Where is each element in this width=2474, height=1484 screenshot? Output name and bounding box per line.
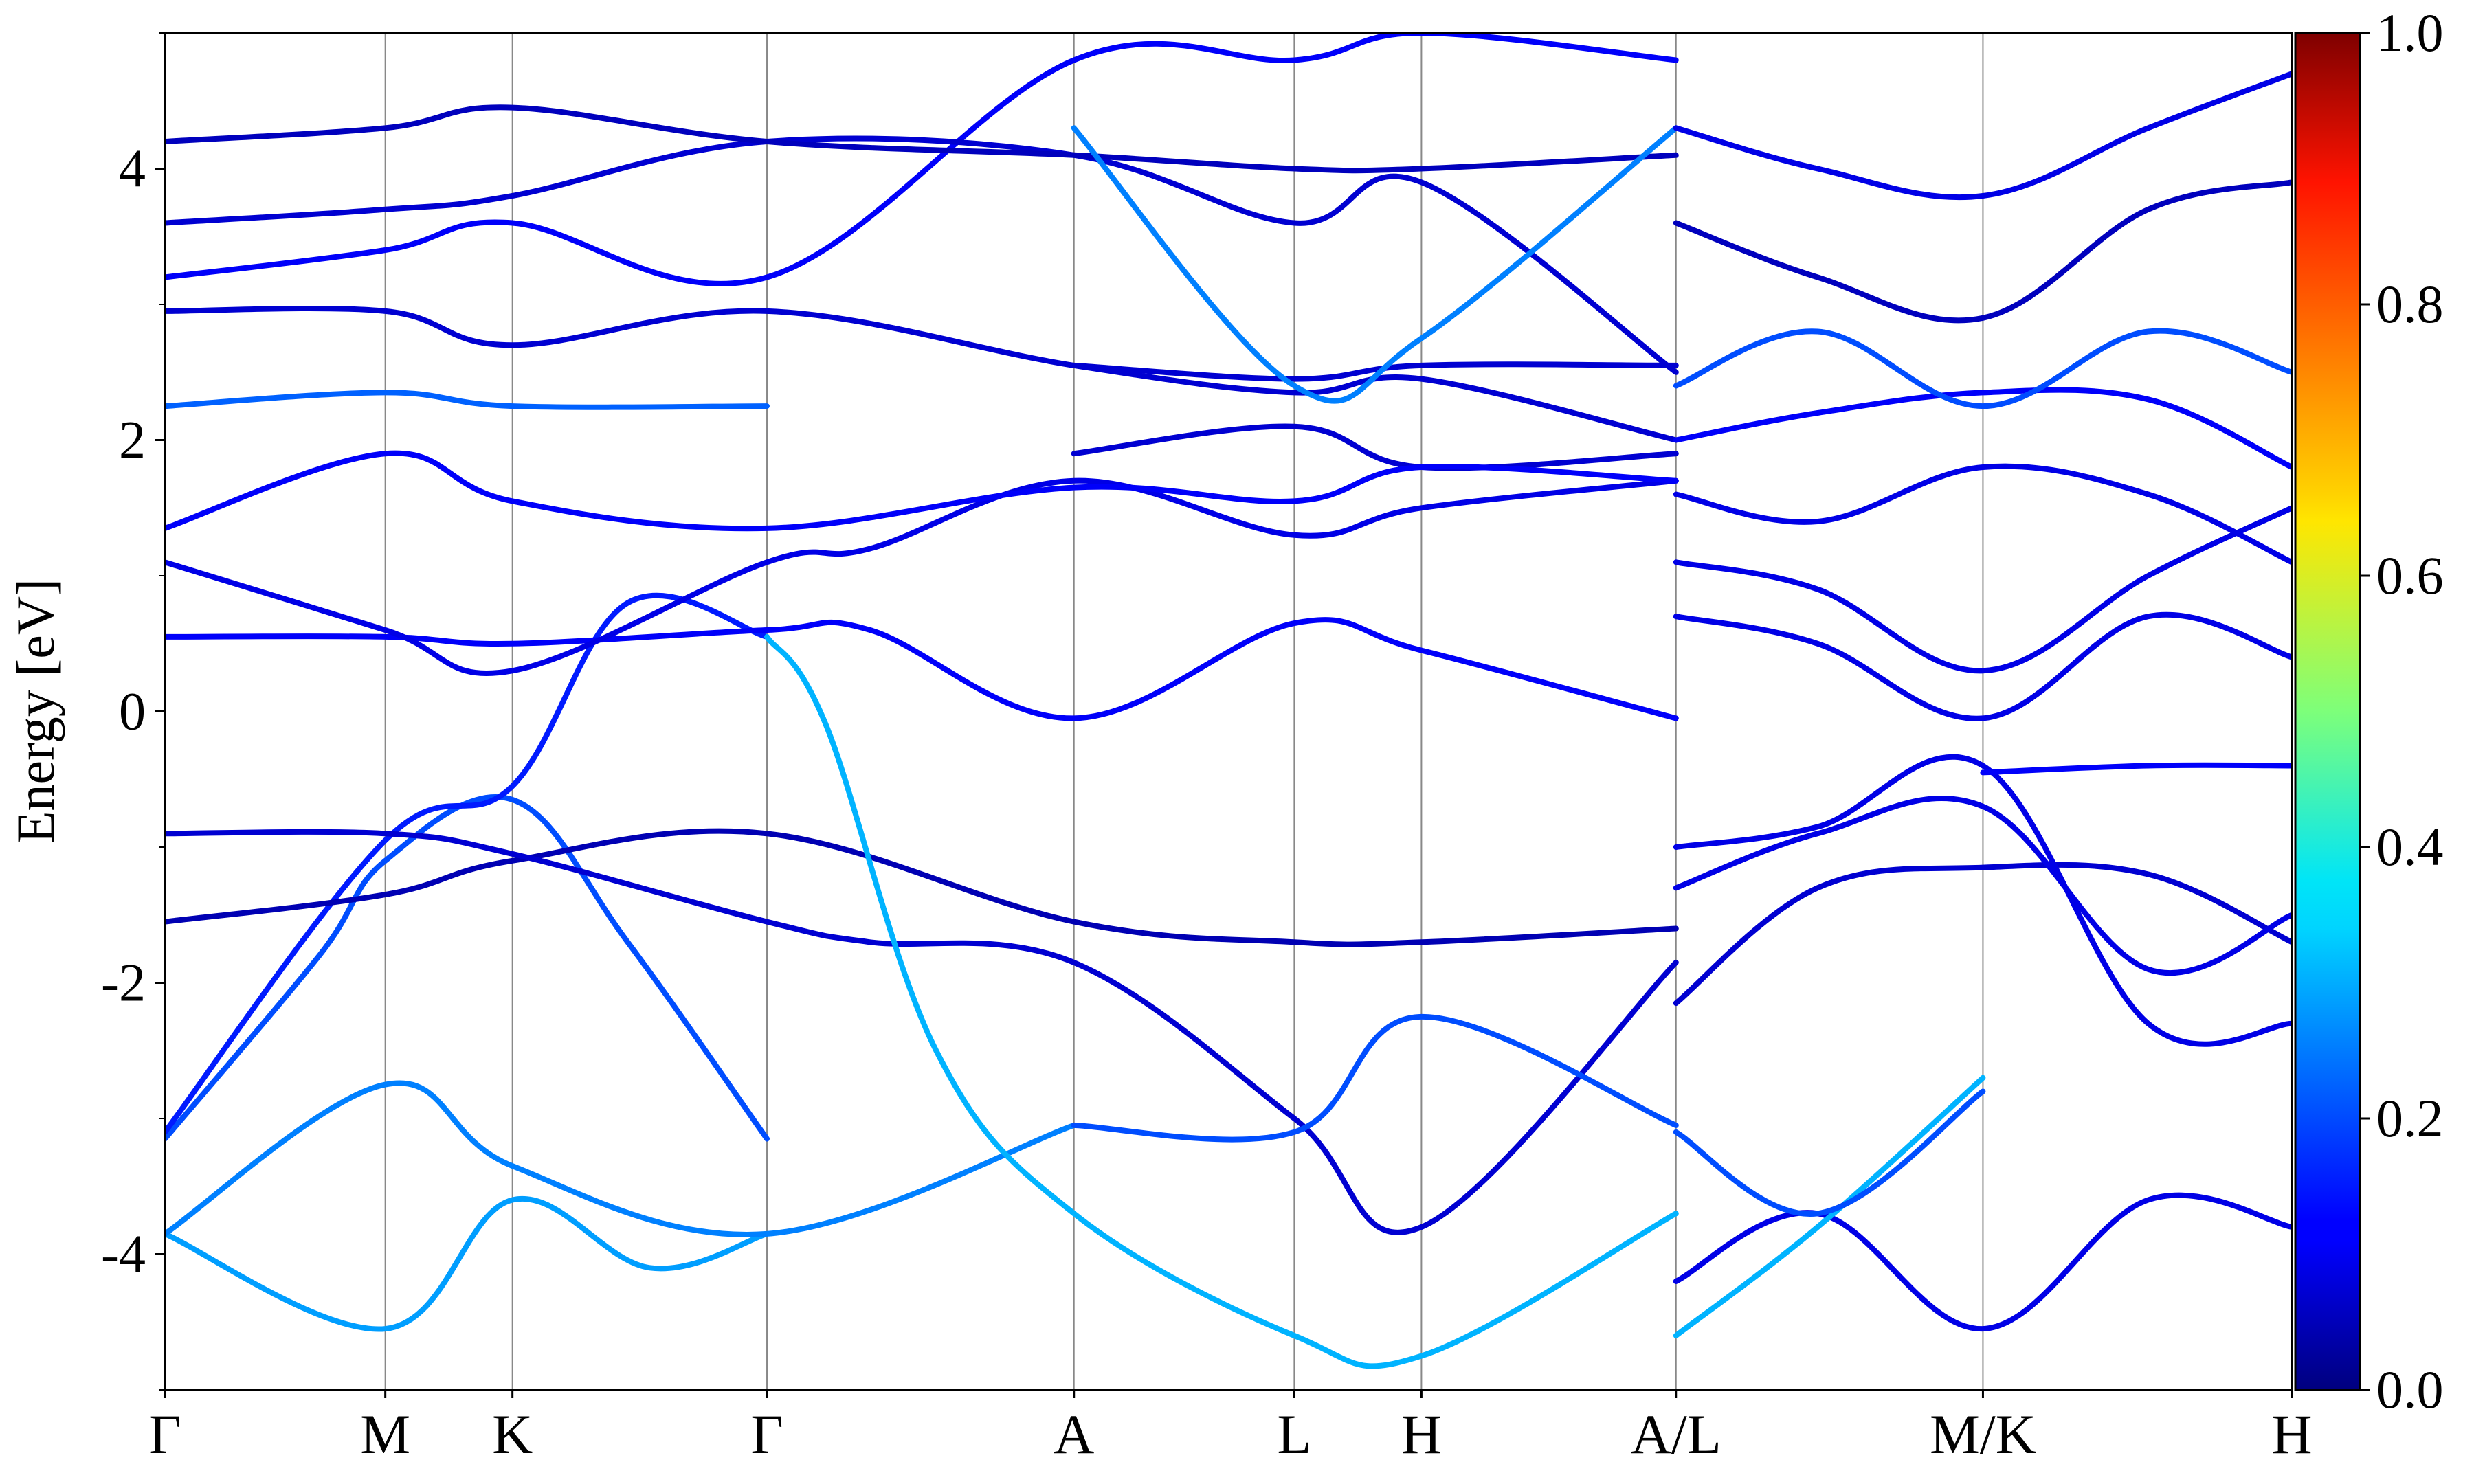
x-axis: Γ M K Γ A L H A/L M/K H: [148, 1390, 2313, 1465]
x-tick-label: H: [2271, 1403, 2312, 1465]
y-axis: -4 -2 0 2 4: [101, 32, 165, 1391]
bands: [165, 33, 2292, 1369]
y-axis-label: Energy [eV]: [5, 578, 65, 844]
band-line-24: [1673, 795, 2292, 976]
x-tick-label: M/K: [1930, 1403, 2036, 1465]
band-line-30: [1673, 387, 2292, 470]
band-line-25: [1673, 754, 2292, 1047]
colorbar-tick-label: 0.8: [2376, 274, 2444, 334]
band-line-27: [1673, 611, 2292, 721]
y-tick-label: -2: [101, 953, 146, 1013]
band-line-5: [165, 828, 1679, 947]
colorbar-tick-label: 0.4: [2376, 817, 2444, 877]
band-line-1: [165, 1195, 770, 1332]
colorbar-tick-label: 0.2: [2376, 1088, 2444, 1148]
x-tick-label: K: [492, 1403, 533, 1465]
band-line-19: [1071, 125, 1679, 404]
band-line-6: [165, 829, 1679, 1235]
band-line-10: [165, 477, 1679, 676]
band-line-33: [1673, 71, 2292, 201]
band-line-18: [165, 104, 1679, 174]
band-line-28: [1673, 505, 2292, 674]
band-line-20: [1673, 1192, 2292, 1332]
x-tick-label: H: [1401, 1403, 1442, 1465]
y-tick-label: 4: [119, 139, 146, 199]
band-line-29: [1673, 463, 2292, 565]
band-line-13: [165, 450, 1679, 532]
band-line-11: [1071, 423, 1679, 471]
colorbar-tick-label: 0.0: [2376, 1360, 2444, 1419]
x-tick-label: A: [1054, 1403, 1094, 1465]
x-tick-label: Γ: [750, 1403, 783, 1465]
band-line-32: [1673, 179, 2292, 324]
colorbar-ticks: 0.0 0.2 0.4 0.6 0.8 1.0: [2360, 3, 2444, 1419]
band-line-15: [165, 305, 1679, 443]
band-line-17: [165, 135, 1679, 375]
band-line-2: [165, 1080, 1077, 1237]
x-tick-label: M: [360, 1403, 410, 1465]
band-line-7: [764, 633, 1679, 1369]
band-line-8: [1071, 1013, 1679, 1143]
y-tick-label: -4: [101, 1224, 146, 1284]
band-line-31: [1673, 328, 2292, 409]
x-tick-label: L: [1277, 1403, 1311, 1465]
band-line-23: [1673, 862, 2292, 1007]
colorbar: [2294, 32, 2361, 1391]
band-line-14: [165, 390, 770, 410]
x-tick-label: Γ: [148, 1403, 181, 1465]
band-line-12: [1071, 361, 1679, 382]
y-tick-label: 2: [119, 410, 146, 470]
x-tick-label: A/L: [1631, 1403, 1721, 1465]
plot-area: [165, 33, 2292, 1390]
y-tick-label: 0: [119, 682, 146, 741]
colorbar-tick-label: 1.0: [2376, 3, 2444, 63]
band-line-26: [1980, 762, 2292, 776]
band-line-4: [165, 592, 770, 1135]
band-line-21: [1673, 1075, 1986, 1338]
band-line-22: [1673, 1088, 1986, 1217]
band-line-9: [165, 617, 1679, 721]
colorbar-tick-label: 0.6: [2376, 546, 2444, 605]
